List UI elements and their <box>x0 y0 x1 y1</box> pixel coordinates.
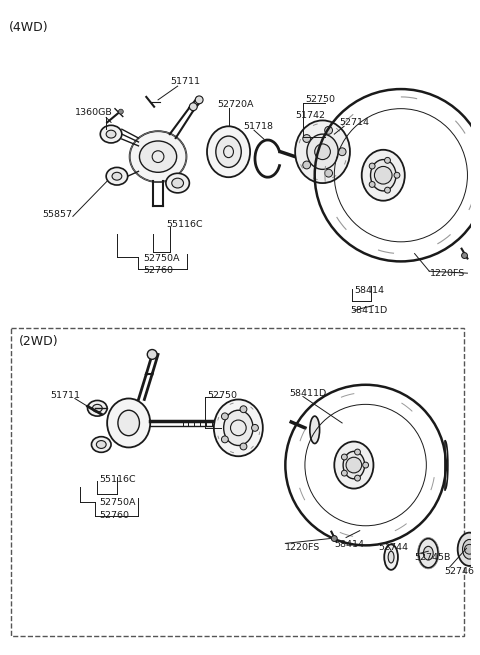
Circle shape <box>341 454 348 460</box>
Text: 51711: 51711 <box>170 77 200 86</box>
Text: 55857: 55857 <box>43 210 72 219</box>
Text: 58414: 58414 <box>354 286 384 295</box>
Ellipse shape <box>140 141 177 172</box>
Text: (2WD): (2WD) <box>19 335 59 348</box>
Ellipse shape <box>362 150 405 200</box>
Text: 55116C: 55116C <box>166 220 203 229</box>
Ellipse shape <box>118 410 140 436</box>
Ellipse shape <box>216 136 241 168</box>
Ellipse shape <box>87 400 107 416</box>
Text: 58411D: 58411D <box>350 307 387 316</box>
Ellipse shape <box>419 538 438 568</box>
Ellipse shape <box>214 400 263 457</box>
Circle shape <box>369 181 375 187</box>
Ellipse shape <box>112 172 122 180</box>
Ellipse shape <box>384 544 398 570</box>
Circle shape <box>465 544 474 554</box>
Text: (4WD): (4WD) <box>9 20 49 33</box>
Ellipse shape <box>93 404 102 412</box>
Circle shape <box>221 436 228 443</box>
Text: 52744: 52744 <box>378 544 408 552</box>
Circle shape <box>355 475 360 481</box>
Circle shape <box>303 161 311 169</box>
Circle shape <box>315 144 330 160</box>
Ellipse shape <box>343 451 365 479</box>
Bar <box>11 328 464 637</box>
Ellipse shape <box>334 441 373 489</box>
Ellipse shape <box>107 398 150 447</box>
Text: 52714: 52714 <box>339 119 369 128</box>
Text: 1220FS: 1220FS <box>285 544 321 552</box>
Ellipse shape <box>307 134 338 170</box>
Ellipse shape <box>172 178 183 188</box>
Circle shape <box>190 103 197 111</box>
Ellipse shape <box>100 125 122 143</box>
Ellipse shape <box>423 546 433 560</box>
Circle shape <box>341 470 348 476</box>
Text: 51711: 51711 <box>50 390 80 400</box>
Circle shape <box>338 148 346 156</box>
Ellipse shape <box>463 540 476 559</box>
Text: 52745B: 52745B <box>415 553 451 562</box>
Text: 55116C: 55116C <box>99 475 136 484</box>
Circle shape <box>462 253 468 259</box>
Circle shape <box>355 449 360 455</box>
Circle shape <box>240 443 247 450</box>
Circle shape <box>324 169 333 177</box>
Text: 52760: 52760 <box>99 511 129 520</box>
Circle shape <box>384 157 390 163</box>
Circle shape <box>324 126 333 134</box>
Circle shape <box>221 413 228 420</box>
Circle shape <box>147 350 157 360</box>
Text: 51718: 51718 <box>243 122 273 132</box>
Text: 58411D: 58411D <box>289 388 326 398</box>
Ellipse shape <box>130 131 186 182</box>
Circle shape <box>195 96 203 103</box>
Ellipse shape <box>92 437 111 453</box>
Circle shape <box>384 187 390 193</box>
Text: 52750A: 52750A <box>99 498 136 508</box>
Circle shape <box>363 462 369 468</box>
Circle shape <box>303 134 311 142</box>
Text: 58414: 58414 <box>334 540 364 550</box>
Ellipse shape <box>106 130 116 138</box>
Ellipse shape <box>96 441 106 449</box>
Text: 52750A: 52750A <box>144 253 180 263</box>
Circle shape <box>369 163 375 169</box>
Ellipse shape <box>106 168 128 185</box>
Text: 52750: 52750 <box>207 390 237 400</box>
Ellipse shape <box>388 552 394 563</box>
Text: 1360GB: 1360GB <box>75 107 113 117</box>
Ellipse shape <box>166 174 190 193</box>
Circle shape <box>331 536 337 542</box>
Text: 1220FS: 1220FS <box>430 269 466 278</box>
Circle shape <box>252 424 258 431</box>
Text: 52720A: 52720A <box>217 100 253 109</box>
Ellipse shape <box>224 410 253 445</box>
Ellipse shape <box>371 160 396 191</box>
Ellipse shape <box>310 416 320 443</box>
Circle shape <box>346 457 362 473</box>
Ellipse shape <box>295 121 350 183</box>
Text: 52746: 52746 <box>444 567 474 576</box>
Circle shape <box>240 406 247 413</box>
Circle shape <box>374 166 392 184</box>
Text: 51742: 51742 <box>295 111 325 120</box>
Ellipse shape <box>207 126 250 178</box>
Circle shape <box>394 172 400 178</box>
Circle shape <box>119 109 123 114</box>
Text: 52760: 52760 <box>144 267 173 275</box>
Text: 52750: 52750 <box>305 95 335 104</box>
Ellipse shape <box>457 533 480 566</box>
